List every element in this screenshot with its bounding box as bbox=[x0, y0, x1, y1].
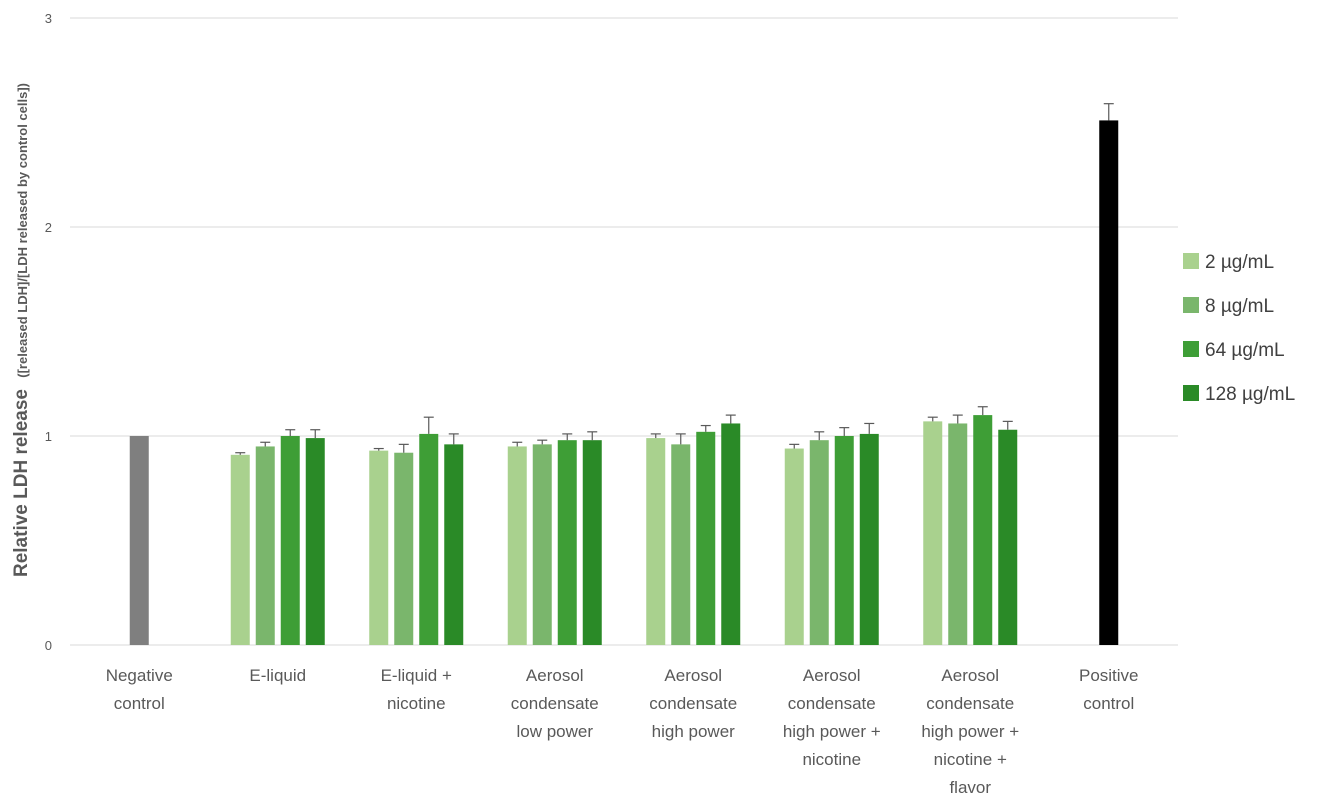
legend: 2 µg/mL 8 µg/mL 64 µg/mL 128 µg/mL bbox=[1183, 252, 1295, 405]
y-axis-ticks: 0 1 2 3 bbox=[45, 11, 52, 653]
bar-series-2 bbox=[696, 431, 716, 645]
x-category-label: Aerosol condensate high power + nicotine + f… bbox=[921, 666, 1019, 796]
bar-series-0 bbox=[507, 446, 527, 645]
bar-series-1 bbox=[948, 423, 968, 645]
x-category-label: Aerosol condensate low power bbox=[511, 666, 599, 741]
x-category-label: Negative control bbox=[106, 666, 173, 713]
bar-series-3 bbox=[444, 444, 464, 645]
y-tick-label: 3 bbox=[45, 11, 52, 26]
legend-label: 128 µg/mL bbox=[1205, 384, 1295, 405]
y-axis-title-sub: ([released LDH]/[LDH released by control… bbox=[15, 83, 30, 378]
bar-series-2 bbox=[834, 436, 854, 645]
legend-label: 64 µg/mL bbox=[1205, 340, 1285, 361]
bar-control bbox=[1099, 120, 1119, 645]
legend-swatch bbox=[1183, 253, 1199, 269]
bar-series-3 bbox=[721, 423, 741, 645]
bar-series-0 bbox=[923, 421, 943, 645]
x-category-label: Aerosol condensate high power bbox=[649, 666, 737, 741]
legend-label: 8 µg/mL bbox=[1205, 296, 1274, 317]
bar-series-0 bbox=[230, 454, 250, 645]
y-axis-title: Relative LDH release ([released LDH]/[LD… bbox=[11, 83, 32, 577]
x-category-label: E-liquid + nicotine bbox=[381, 666, 452, 713]
legend-label: 2 µg/mL bbox=[1205, 252, 1274, 273]
bar-series-2 bbox=[419, 433, 439, 645]
x-axis-categories: Negative control E-liquid E-liquid + nicotin… bbox=[106, 666, 1139, 796]
legend-swatch bbox=[1183, 341, 1199, 357]
bar-series-0 bbox=[646, 438, 666, 645]
bar-series-3 bbox=[998, 429, 1018, 645]
legend-swatch bbox=[1183, 385, 1199, 401]
y-axis-label: Relative LDH release ([released LDH]/[LD… bbox=[11, 83, 32, 577]
bar-series-3 bbox=[582, 440, 602, 645]
x-category-label: E-liquid bbox=[249, 666, 306, 685]
x-category-label: Positive control bbox=[1079, 666, 1139, 713]
error-bars bbox=[235, 103, 1114, 455]
bar-series-1 bbox=[532, 444, 552, 645]
bar-series-0 bbox=[784, 448, 804, 645]
y-axis-title-main: Relative LDH release bbox=[11, 389, 32, 577]
y-tick-label: 1 bbox=[45, 429, 52, 444]
bar-series-3 bbox=[859, 433, 879, 645]
y-tick-label: 0 bbox=[45, 638, 52, 653]
gridlines bbox=[70, 17, 1178, 646]
bar-control bbox=[129, 436, 149, 645]
bar-series-2 bbox=[280, 436, 300, 645]
bar-series-1 bbox=[394, 452, 414, 645]
bars bbox=[129, 120, 1119, 645]
bar-series-1 bbox=[255, 446, 275, 645]
x-category-label: Aerosol condensate high power + nicotine bbox=[783, 666, 881, 769]
bar-series-2 bbox=[973, 415, 993, 645]
bar-series-1 bbox=[671, 444, 691, 645]
bar-series-3 bbox=[305, 438, 325, 645]
bar-series-0 bbox=[369, 450, 389, 645]
bar-series-1 bbox=[809, 440, 829, 645]
legend-swatch bbox=[1183, 297, 1199, 313]
bar-series-2 bbox=[557, 440, 577, 645]
y-tick-label: 2 bbox=[45, 220, 52, 235]
